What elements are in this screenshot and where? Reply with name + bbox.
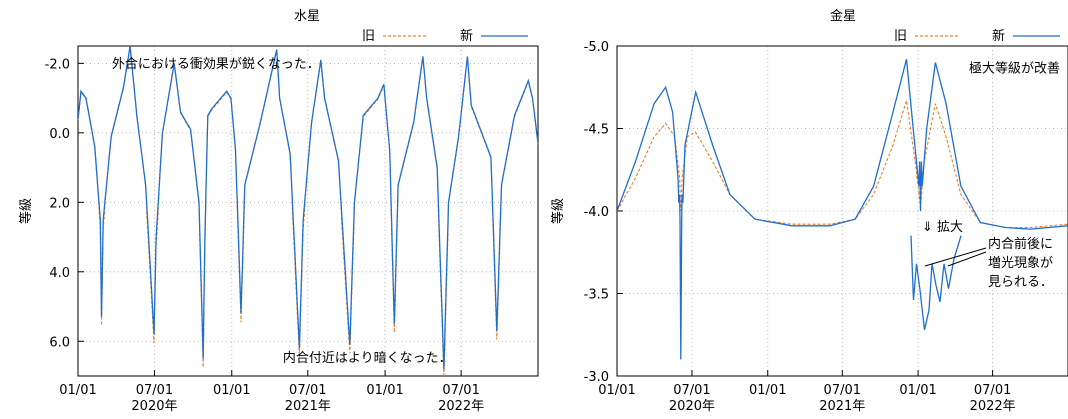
annotation-arrow bbox=[924, 247, 987, 267]
y-tick-label: -5.0 bbox=[584, 40, 609, 55]
x-tick-label: 07/01 bbox=[673, 383, 710, 398]
plot-area bbox=[78, 46, 538, 376]
y-tick-label: -2.0 bbox=[45, 57, 70, 72]
y-axis-label: 等級 bbox=[550, 198, 566, 224]
legend-label: 旧 bbox=[894, 29, 907, 44]
x-tick-label: 01/01 bbox=[899, 383, 936, 398]
x-tick-label: 01/01 bbox=[59, 383, 96, 398]
x-tick-year-label: 2022年 bbox=[970, 399, 1016, 414]
annotation-arrow bbox=[947, 251, 987, 267]
y-tick-label: 2.0 bbox=[49, 196, 70, 211]
legend-label: 新 bbox=[992, 28, 1005, 44]
x-tick-label: 01/01 bbox=[749, 383, 786, 398]
x-tick-label: 07/01 bbox=[824, 383, 861, 398]
y-tick-label: -3.0 bbox=[584, 370, 609, 385]
inset-annotation-line: 内合前後に bbox=[988, 236, 1053, 252]
annotation-text: 極大等級が改善 bbox=[969, 60, 1060, 76]
annotation-text: 外合における衝効果が鋭くなった． bbox=[112, 57, 320, 72]
x-tick-year-label: 2020年 bbox=[131, 399, 177, 414]
y-tick-label: 6.0 bbox=[49, 335, 70, 350]
x-tick-year-label: 2020年 bbox=[669, 399, 715, 414]
legend: 旧新 bbox=[362, 28, 528, 44]
series-line-new bbox=[78, 46, 538, 370]
x-tick-label: 01/01 bbox=[366, 383, 403, 398]
x-tick-label: 07/01 bbox=[442, 383, 479, 398]
y-tick-label: -4.5 bbox=[584, 123, 609, 138]
x-tick-label: 07/01 bbox=[136, 383, 173, 398]
legend-label: 旧 bbox=[362, 29, 375, 44]
y-tick-label: 0.0 bbox=[49, 127, 70, 142]
x-tick-year-label: 2021年 bbox=[819, 399, 865, 414]
chart-title: 金星 bbox=[830, 8, 856, 24]
inset-annotation-line: 増光現象が bbox=[988, 256, 1053, 271]
x-tick-year-label: 2021年 bbox=[285, 399, 331, 414]
plot-frame bbox=[77, 45, 539, 377]
annotation-text: 内合付近はより暗くなった． bbox=[283, 350, 452, 366]
x-tick-label: 07/01 bbox=[289, 383, 326, 398]
x-tick-label: 01/01 bbox=[213, 383, 250, 398]
y-axis-label: 等級 bbox=[18, 198, 34, 224]
series-line-old bbox=[617, 100, 1068, 229]
legend-label: 新 bbox=[460, 28, 473, 44]
series-line-new bbox=[617, 59, 1068, 360]
y-tick-label: -4.0 bbox=[584, 205, 609, 220]
x-tick-year-label: 2022年 bbox=[438, 399, 484, 414]
inset-label: ⇓ 拡大 bbox=[922, 220, 963, 235]
chart-panel-1: 金星-5.0-4.5-4.0-3.5-3.001/01 07/012020年01/… bbox=[550, 8, 1068, 414]
inset-zoom-line bbox=[910, 235, 962, 330]
inset-annotation-line: 見られる． bbox=[988, 275, 1053, 290]
x-tick-label: 01/01 bbox=[598, 383, 635, 398]
x-tick-label: 07/01 bbox=[974, 383, 1011, 398]
y-tick-label: 4.0 bbox=[49, 266, 70, 281]
legend: 旧新 bbox=[894, 28, 1060, 44]
chart-title: 水星 bbox=[294, 9, 320, 24]
y-tick-label: -3.5 bbox=[584, 288, 609, 303]
